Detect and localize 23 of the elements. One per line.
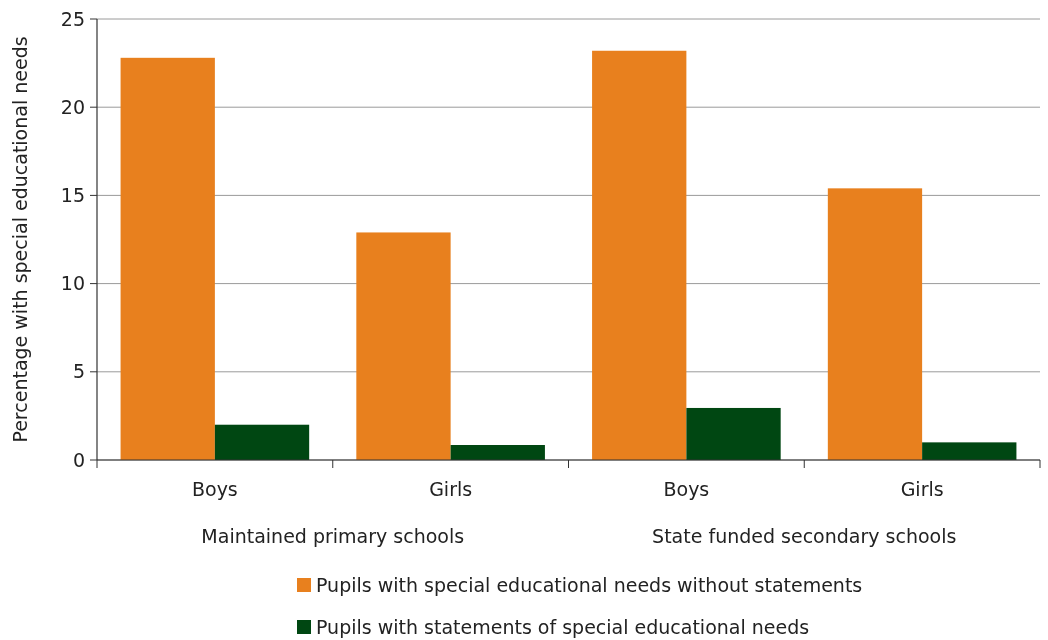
bar (686, 407, 781, 460)
y-tick-label: 25 (60, 7, 85, 30)
y-tick-label: 15 (60, 184, 85, 207)
bar (214, 424, 310, 460)
y-tick-label: 0 (72, 448, 85, 471)
text: State funded secondary schools (652, 525, 957, 547)
bar (120, 57, 215, 460)
y-tick-label: 10 (60, 272, 85, 295)
bar (450, 445, 545, 460)
bar (356, 232, 451, 460)
y-axis-title: Percentage with special educational needs (9, 36, 31, 443)
bar (827, 188, 923, 460)
legend-label: Pupils with statements of special educational needs (316, 615, 810, 638)
x-tick-label: Girls (429, 478, 473, 500)
y-tick-label: 5 (72, 360, 85, 383)
x-tick-label: Girls (900, 478, 944, 500)
x-tick-label: Boys (191, 478, 238, 500)
x-tick-label: Boys (663, 478, 710, 500)
bar (592, 50, 687, 460)
legend-label: Pupils with special educational needs without statements (316, 573, 863, 596)
bar (922, 442, 1017, 460)
y-tick-label: 20 (60, 95, 85, 118)
text: Maintained primary schools (201, 525, 465, 547)
